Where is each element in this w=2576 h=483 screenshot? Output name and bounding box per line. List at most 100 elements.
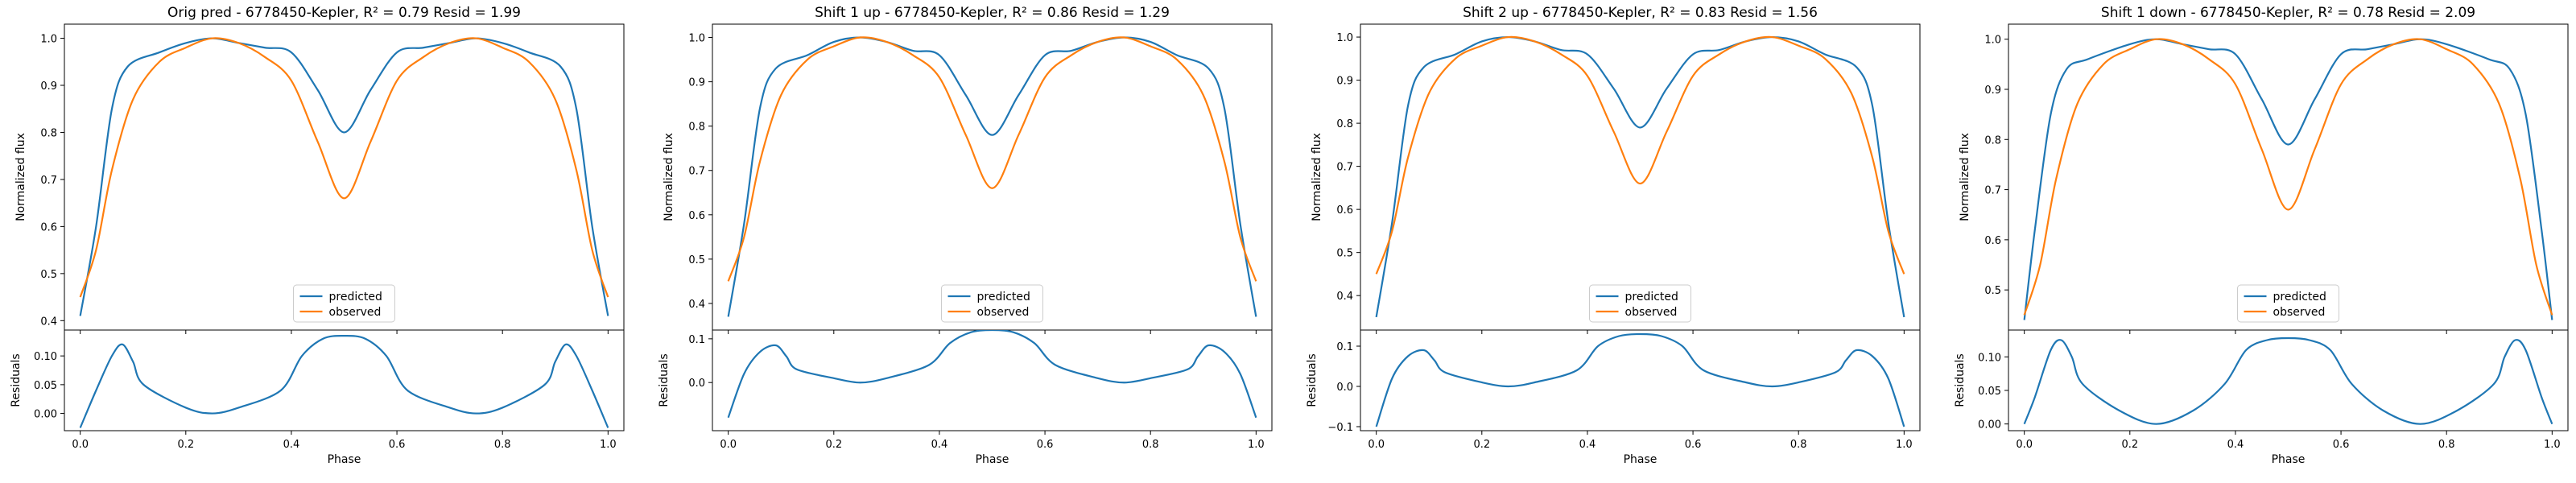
legend-box (1589, 284, 1691, 323)
x-axis-label: Phase (976, 453, 1009, 466)
x-tick-label: 1.0 (600, 439, 617, 451)
residual-line (79, 335, 609, 428)
resid-y-tick-label: 0.0 (1336, 382, 1353, 394)
series-group (1375, 35, 1905, 318)
y-tick-label: 0.7 (688, 166, 705, 178)
y-tick-label: 0.6 (1336, 204, 1353, 217)
x-tick-label: 0.0 (72, 439, 89, 451)
y-tick-label: 0.7 (40, 175, 57, 187)
series-group (79, 37, 609, 316)
series-line-predicted (2023, 38, 2553, 320)
chart-panel-4: Shift 1 down - 6778450-Kepler, R² = 0.78… (1954, 5, 2569, 466)
residual-line (1375, 332, 1905, 427)
legend-box (941, 284, 1043, 323)
y-axis-label: Normalized flux (1959, 133, 1971, 221)
x-tick-label: 0.0 (2016, 439, 2033, 451)
y-tick-label: 0.6 (1984, 235, 2001, 247)
series-group (2023, 38, 2553, 320)
x-tick-label: 0.4 (283, 439, 300, 451)
legend-label-predicted: predicted (2273, 291, 2326, 303)
y-tick-label: 0.8 (1336, 118, 1353, 130)
y-tick-label: 0.6 (40, 221, 57, 233)
y-tick-label: 0.5 (688, 254, 705, 266)
x-tick-label: 1.0 (1896, 439, 1913, 451)
residual-axes-frame (712, 329, 1273, 431)
x-tick-label: 0.4 (1579, 439, 1596, 451)
residual-axes-frame (2008, 329, 2569, 431)
x-tick-label: 0.8 (494, 439, 511, 451)
residual-axis-label: Residuals (1306, 353, 1319, 407)
x-axis-label: Phase (1624, 453, 1657, 466)
x-tick-label: 0.6 (389, 439, 406, 451)
y-axis-label: Normalized flux (1311, 133, 1323, 221)
x-axis-label: Phase (2272, 453, 2306, 466)
legend-label-observed: observed (2273, 306, 2326, 319)
legend: predicted observed (293, 284, 395, 323)
y-tick-label: 0.4 (40, 316, 57, 328)
y-axis-label: Normalized flux (663, 133, 675, 221)
x-tick-label: 0.4 (931, 439, 948, 451)
y-tick-label: 1.0 (1984, 35, 2001, 47)
y-tick-label: 0.7 (1336, 162, 1353, 174)
legend: predicted observed (1589, 284, 1691, 323)
series-line-predicted (727, 36, 1257, 317)
x-axis-label: Phase (328, 453, 361, 466)
series-line-predicted (1375, 35, 1905, 318)
y-tick-label: 0.9 (1984, 85, 2001, 97)
residual-group (727, 330, 1257, 419)
y-tick-label: 1.0 (40, 34, 57, 46)
chart-panel-1: Orig pred - 6778450-Kepler, R² = 0.79 Re… (10, 5, 625, 466)
y-tick-label: 0.8 (688, 122, 705, 134)
resid-y-tick-label: 0.1 (1336, 341, 1353, 353)
series-line-observed (2023, 38, 2553, 316)
residual-line (2023, 336, 2553, 425)
legend-box (293, 284, 395, 323)
y-tick-label: 0.5 (1984, 285, 2001, 297)
y-tick-label: 1.0 (688, 33, 705, 45)
series-group (727, 36, 1257, 317)
x-tick-label: 0.2 (1473, 439, 1490, 451)
y-tick-label: 0.6 (688, 210, 705, 222)
x-tick-label: 0.6 (1037, 439, 1054, 451)
y-tick-label: 0.4 (688, 299, 705, 311)
resid-y-tick-label: 0.10 (1978, 352, 2001, 364)
chart-panel-2: Shift 1 up - 6778450-Kepler, R² = 0.86 R… (658, 5, 1273, 466)
residual-group (79, 335, 609, 428)
legend-label-predicted: predicted (1625, 291, 1678, 303)
x-tick-label: 0.2 (2121, 439, 2138, 451)
residual-group (2023, 336, 2553, 425)
residual-group (1375, 332, 1905, 427)
legend: predicted observed (941, 284, 1043, 323)
x-tick-label: 1.0 (2544, 439, 2561, 451)
resid-y-tick-label: 0.05 (1978, 386, 2001, 398)
y-tick-label: 0.5 (40, 269, 57, 281)
residual-axis-label: Residuals (658, 353, 671, 407)
series-line-observed (79, 37, 609, 298)
resid-y-tick-label: 0.00 (34, 409, 57, 421)
y-tick-label: 0.9 (1336, 76, 1353, 88)
legend: predicted observed (2237, 284, 2339, 323)
x-tick-label: 0.2 (825, 439, 842, 451)
y-tick-label: 0.7 (1984, 185, 2001, 197)
x-tick-label: 0.6 (2333, 439, 2350, 451)
residual-axes-frame (64, 329, 625, 431)
residual-line (727, 330, 1257, 419)
x-tick-label: 0.8 (1790, 439, 1807, 451)
residual-axis-label: Residuals (1954, 353, 1967, 407)
resid-y-tick-label: 0.1 (688, 334, 705, 346)
x-tick-label: 0.8 (2438, 439, 2455, 451)
y-tick-label: 1.0 (1336, 32, 1353, 44)
legend-label-observed: observed (977, 306, 1030, 319)
y-axis-label: Normalized flux (14, 133, 27, 221)
legend-label-observed: observed (1625, 306, 1678, 319)
x-tick-label: 0.2 (177, 439, 194, 451)
chart-title: Orig pred - 6778450-Kepler, R² = 0.79 Re… (167, 5, 521, 21)
series-line-observed (727, 36, 1257, 282)
series-line-observed (1375, 35, 1905, 275)
y-tick-label: 0.8 (40, 127, 57, 139)
residual-axis-label: Residuals (10, 353, 23, 407)
x-tick-label: 0.0 (1368, 439, 1385, 451)
legend-label-predicted: predicted (329, 291, 382, 303)
resid-y-tick-label: 0.0 (688, 378, 705, 390)
